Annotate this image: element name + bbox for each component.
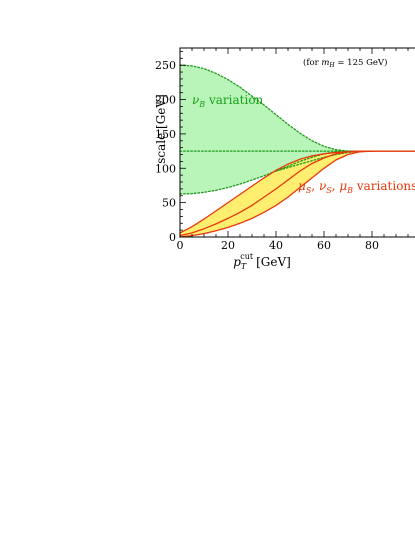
y-tick-label-250: 250	[155, 59, 176, 72]
mu-s-sub: S	[306, 186, 312, 195]
axis-ticks	[179, 48, 409, 238]
x-tick-label-80: 80	[365, 239, 379, 252]
nu-b-band-fill	[180, 65, 372, 194]
x-tick-label-20: 20	[221, 239, 235, 252]
mu-s-band-fill	[180, 151, 372, 237]
x-axis-label-sup: cut	[240, 252, 254, 261]
nu-b-variation-label: νB variation	[192, 93, 264, 109]
annotation-rest: = 125 GeV)	[335, 57, 388, 68]
x-axis-label-unit: [GeV]	[256, 255, 291, 269]
mu-s-symbol: μ	[298, 179, 306, 193]
y-tick-label-200: 200	[155, 94, 176, 107]
nu-b-rest: variation	[205, 93, 263, 107]
x-axis-label: pTcut [GeV]	[233, 252, 291, 271]
tick-labels: 0 20 40 60 80 0 50 100 150 200 250	[155, 59, 379, 252]
x-tick-label-40: 40	[269, 239, 283, 252]
series-line-nuB_upper	[179, 64, 373, 152]
nu-s-sub: S	[326, 186, 332, 195]
mu-b-symbol: μ	[339, 179, 347, 193]
y-tick-label-50: 50	[162, 197, 176, 210]
annotation-prefix: (for	[303, 57, 321, 68]
x-axis-label-sub: T	[241, 262, 247, 271]
nu-b-sub: B	[198, 100, 205, 109]
band-fills	[180, 65, 372, 237]
y-axis-label: scale [GeV]	[154, 94, 168, 164]
x-tick-label-60: 60	[317, 239, 331, 252]
series-lines	[179, 64, 415, 238]
y-tick-label-0: 0	[169, 231, 176, 244]
mass-annotation: (for mH = 125 GeV)	[303, 57, 387, 69]
x-axis-label-var: p	[233, 255, 241, 269]
y-tick-label-150: 150	[155, 128, 176, 141]
series-line-muS_central	[179, 150, 415, 237]
mu-s-variations-label: μS, νS, μB variations	[298, 179, 415, 195]
annotation-var: m	[321, 58, 329, 68]
nu-b-symbol: ν	[192, 93, 199, 107]
nu-s-symbol: ν	[319, 179, 326, 193]
mu-s-rest: variations	[353, 179, 415, 193]
annotation-sub: H	[328, 62, 335, 69]
x-tick-label-0: 0	[177, 239, 184, 252]
mu-b-sub: B	[346, 186, 353, 195]
y-tick-label-100: 100	[155, 162, 176, 175]
series-line-muS_lower	[179, 150, 373, 238]
